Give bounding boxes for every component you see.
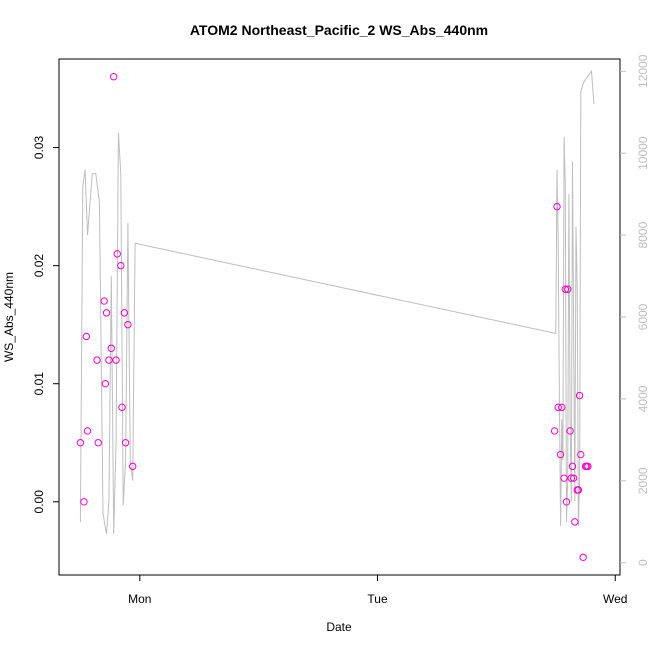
data-point bbox=[113, 250, 121, 258]
data-point bbox=[112, 356, 120, 364]
data-point bbox=[575, 391, 584, 400]
series-line-path bbox=[79, 69, 595, 535]
data-point bbox=[105, 356, 113, 364]
y-tick-label: 0.01 bbox=[32, 372, 46, 396]
data-point bbox=[553, 202, 561, 211]
right-y-tick-label: 12000 bbox=[636, 54, 650, 88]
chart-title: ATOM2 Northeast_Pacific_2 WS_Abs_440nm bbox=[190, 22, 488, 38]
data-point bbox=[82, 332, 91, 341]
data-point bbox=[558, 403, 566, 412]
data-point bbox=[554, 403, 562, 412]
data-point bbox=[584, 462, 592, 471]
y-axis: 0.00 0.01 0.02 0.03 bbox=[32, 136, 59, 514]
data-point bbox=[560, 474, 568, 482]
data-point bbox=[83, 427, 92, 435]
data-point bbox=[109, 73, 118, 81]
right-y-tick-label: 6000 bbox=[636, 303, 650, 330]
data-point bbox=[574, 486, 583, 494]
data-point bbox=[569, 474, 578, 482]
data-point bbox=[102, 309, 111, 317]
data-point bbox=[550, 427, 559, 435]
data-point bbox=[577, 450, 585, 459]
y-tick-label: 0.02 bbox=[32, 254, 46, 278]
y-axis-label: WS_Abs_440nm bbox=[2, 272, 16, 362]
x-tick-label: Mon bbox=[128, 592, 151, 606]
right-y-tick-label: 0 bbox=[636, 559, 650, 566]
x-axis-label: Date bbox=[326, 620, 352, 634]
right-y-axis: 0 2000 4000 6000 8000 10000 12000 bbox=[620, 54, 650, 566]
data-point bbox=[124, 320, 132, 329]
data-point bbox=[101, 380, 110, 388]
data-point bbox=[118, 403, 126, 412]
data-point bbox=[561, 285, 570, 293]
y-tick-label: 0.03 bbox=[32, 136, 46, 160]
data-point bbox=[93, 356, 101, 364]
data-point bbox=[76, 439, 85, 447]
data-point bbox=[568, 462, 577, 471]
data-point bbox=[562, 498, 571, 506]
right-y-tick-label: 10000 bbox=[636, 136, 650, 170]
x-tick-label: Tue bbox=[367, 592, 388, 606]
secondary-line-series bbox=[79, 69, 595, 535]
data-point bbox=[107, 344, 115, 352]
data-point bbox=[100, 297, 108, 305]
data-point bbox=[120, 309, 129, 317]
x-tick-label: Wed bbox=[603, 592, 627, 606]
data-point bbox=[117, 261, 125, 270]
y-tick-label: 0.00 bbox=[32, 490, 46, 514]
data-point bbox=[571, 518, 579, 526]
data-point bbox=[128, 462, 137, 471]
plot-frame bbox=[58, 58, 621, 576]
right-y-tick-label: 4000 bbox=[636, 385, 650, 412]
data-point bbox=[579, 553, 587, 561]
x-axis: Mon Tue Wed bbox=[128, 575, 627, 606]
data-point bbox=[80, 498, 88, 506]
data-point bbox=[567, 474, 575, 482]
data-point bbox=[566, 427, 574, 435]
right-y-tick-label: 8000 bbox=[636, 221, 650, 248]
data-point bbox=[121, 439, 130, 447]
data-point bbox=[94, 439, 102, 447]
points-series bbox=[76, 73, 592, 561]
right-y-tick-label: 2000 bbox=[636, 467, 650, 494]
data-point bbox=[556, 450, 565, 459]
data-point bbox=[564, 285, 572, 293]
